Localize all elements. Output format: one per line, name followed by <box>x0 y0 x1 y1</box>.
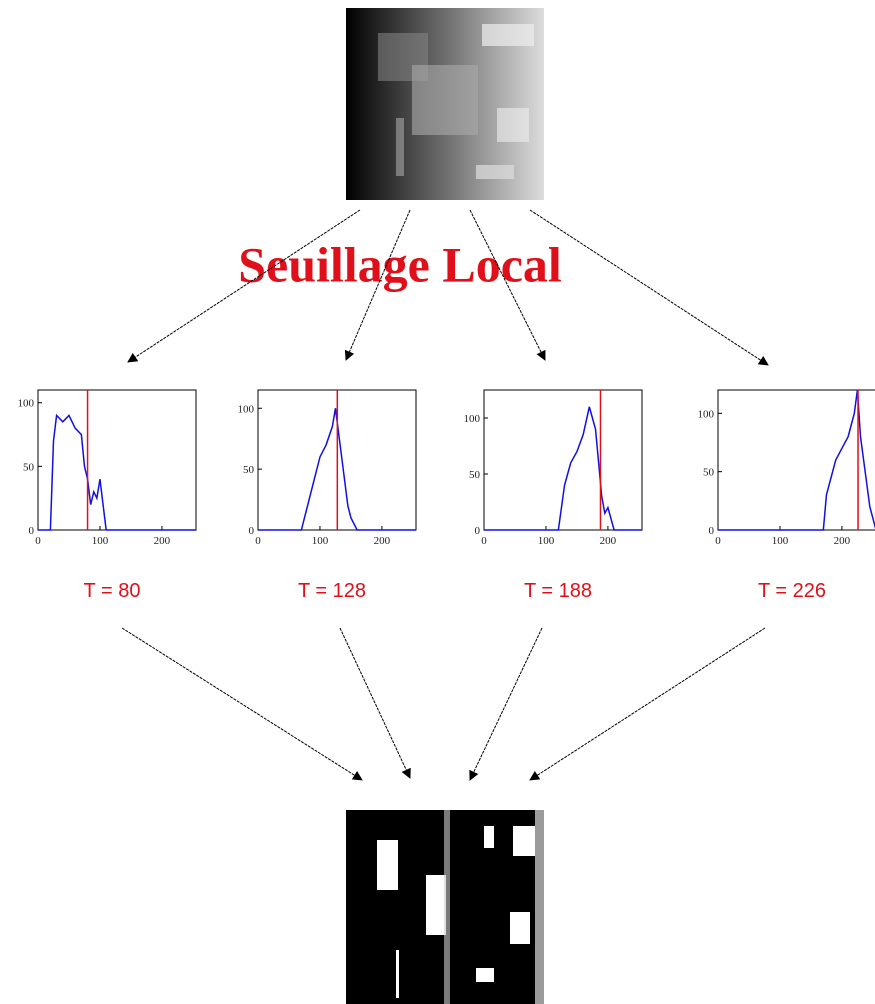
title: Seuillage Local <box>238 236 562 292</box>
arrows <box>121 209 769 781</box>
result-image <box>346 810 544 1004</box>
x-tick-label: 200 <box>834 535 851 547</box>
x-tick-label: 0 <box>255 535 261 547</box>
x-tick-label: 200 <box>374 535 391 547</box>
histogram-line <box>38 413 196 531</box>
histogram: 0 100 200 0 50 100 T = 128 <box>238 389 417 602</box>
y-tick-label: 50 <box>23 461 35 473</box>
y-tick-label: 100 <box>698 408 715 420</box>
histogram: 0 100 200 0 50 100 T = 226 <box>698 389 875 602</box>
x-tick-label: 0 <box>35 535 41 547</box>
x-tick-label: 0 <box>715 535 721 547</box>
y-tick-label: 50 <box>703 467 715 479</box>
plot-frame <box>37 389 197 531</box>
y-tick-label: 50 <box>469 469 481 481</box>
x-tick-label: 100 <box>312 535 329 547</box>
plot-frame <box>483 389 643 531</box>
threshold-label: T = 226 <box>758 580 826 602</box>
y-tick-label: 50 <box>243 464 255 476</box>
threshold-label: T = 188 <box>524 580 592 602</box>
y-tick-label: 100 <box>464 413 481 425</box>
source-image <box>346 8 544 200</box>
histogram: 0 100 200 0 50 100 T = 188 <box>464 389 643 602</box>
histogram-line <box>718 389 875 531</box>
y-tick-label: 0 <box>29 525 35 537</box>
threshold-label: T = 128 <box>298 580 366 602</box>
y-tick-label: 0 <box>709 525 715 537</box>
x-tick-label: 0 <box>481 535 487 547</box>
plot-frame <box>717 389 875 531</box>
x-tick-label: 200 <box>154 535 171 547</box>
y-tick-label: 0 <box>249 525 255 537</box>
y-tick-label: 100 <box>18 398 35 410</box>
histogram: 0 100 200 0 50 100 T = 80 <box>18 389 197 602</box>
histogram-line <box>484 406 642 531</box>
x-tick-label: 100 <box>772 535 789 547</box>
threshold-label: T = 80 <box>84 580 141 602</box>
histogram-line <box>258 408 416 531</box>
y-tick-label: 100 <box>238 403 255 415</box>
x-tick-label: 200 <box>600 535 617 547</box>
x-tick-label: 100 <box>92 535 109 547</box>
y-tick-label: 0 <box>475 525 481 537</box>
x-tick-label: 100 <box>538 535 555 547</box>
